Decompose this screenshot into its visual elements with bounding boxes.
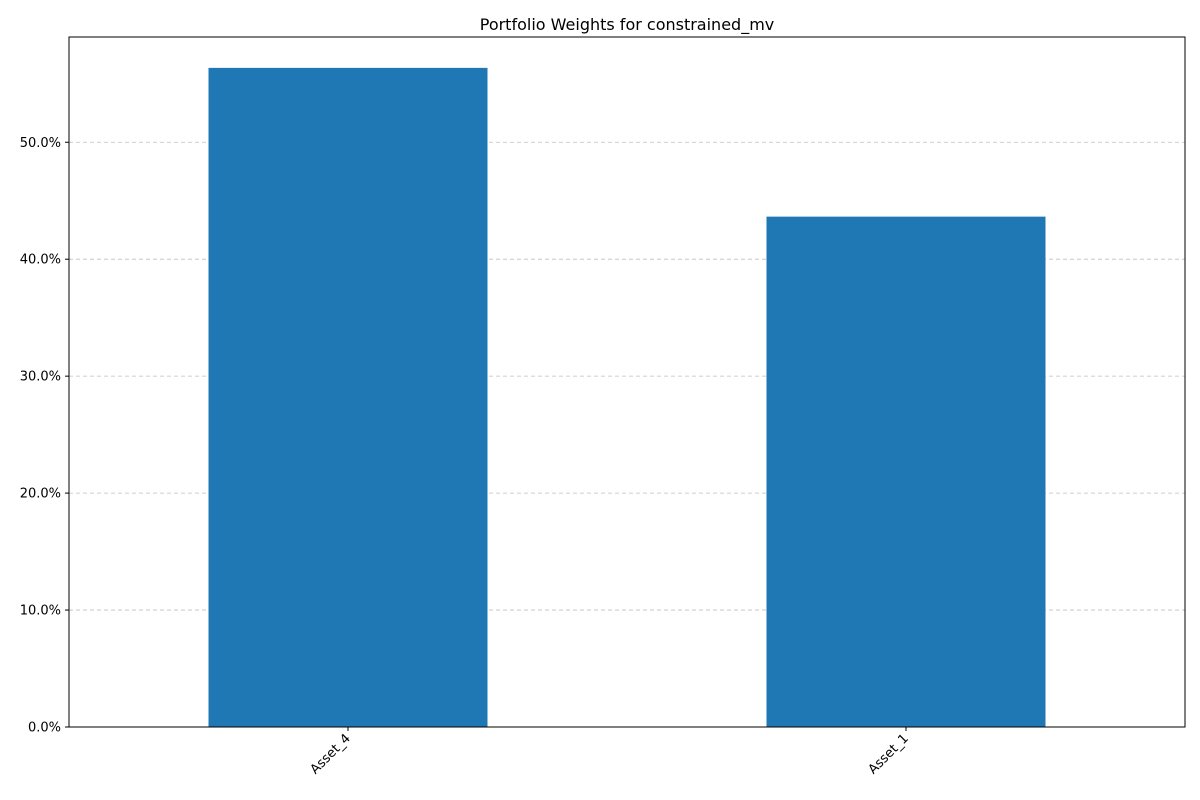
bar-asset-1 xyxy=(766,216,1046,727)
bar-asset-4 xyxy=(208,67,488,727)
y-tick-label: 10.0% xyxy=(20,604,61,619)
axes-frame xyxy=(68,36,1186,728)
x-tick-label: Asset_4 xyxy=(308,731,354,777)
y-tick-label: 50.0% xyxy=(20,136,61,151)
x-axis-ticks: Asset_4 Asset_1 xyxy=(308,727,912,777)
chart-title: Portfolio Weights for constrained_mv xyxy=(480,15,775,35)
y-tick-label: 0.0% xyxy=(28,721,61,736)
y-tick-label: 30.0% xyxy=(20,370,61,385)
y-axis-ticks: 0.0% 10.0% 20.0% 30.0% 40.0% 50.0% xyxy=(20,136,69,736)
y-tick-label: 40.0% xyxy=(20,253,61,268)
y-tick-label: 20.0% xyxy=(20,487,61,502)
x-tick-label: Asset_1 xyxy=(866,731,912,777)
bars xyxy=(208,67,1046,727)
